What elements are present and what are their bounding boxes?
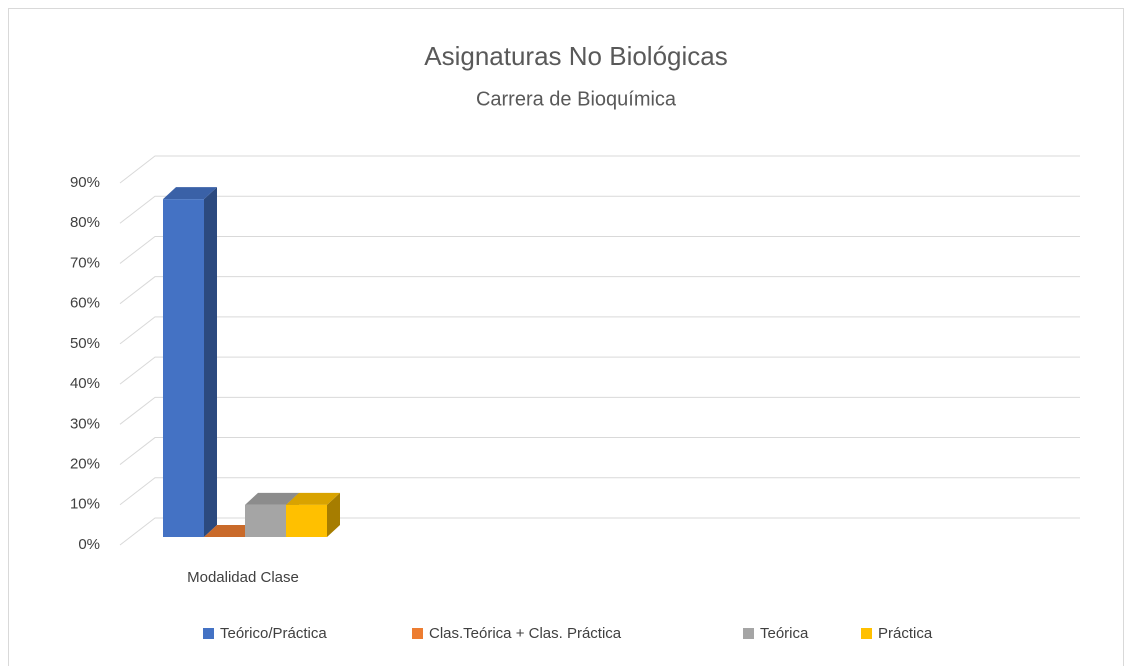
grid-line (119, 477, 1080, 506)
legend-swatch (861, 628, 872, 639)
chart-title: Asignaturas No Biológicas (424, 41, 728, 71)
grid-line (119, 235, 1080, 264)
bar (245, 504, 286, 537)
y-tick-label: 0% (78, 536, 100, 553)
y-tick-label: 10% (70, 496, 100, 513)
y-tick-label: 60% (70, 295, 100, 312)
legend-label: Teórica (760, 625, 809, 642)
grid-line (119, 276, 1080, 305)
y-tick-label: 40% (70, 375, 100, 392)
x-tick-label: Modalidad Clase (187, 569, 299, 586)
grid-line (119, 396, 1080, 425)
grid-line (119, 195, 1080, 224)
bar-top (286, 492, 340, 505)
y-tick-label: 90% (70, 174, 100, 191)
grid-line (119, 316, 1080, 345)
y-tick-label: 70% (70, 254, 100, 271)
bar-side (204, 187, 217, 537)
legend-swatch (203, 628, 214, 639)
grid-line (119, 356, 1080, 385)
legend-swatch (412, 628, 423, 639)
grid-line (119, 517, 1080, 546)
legend-label: Clas.Teórica + Clas. Práctica (429, 625, 622, 642)
y-tick-label: 80% (70, 214, 100, 231)
y-tick-label: 30% (70, 415, 100, 432)
grid-line (119, 437, 1080, 465)
bar (286, 504, 327, 537)
bar-top (245, 492, 299, 505)
bar-top (204, 525, 258, 537)
bar-side (327, 492, 340, 537)
legend-label: Teórico/Práctica (220, 625, 327, 642)
y-tick-label: 20% (70, 456, 100, 473)
grid-line (119, 155, 1080, 184)
bar (163, 199, 204, 537)
bar-top (163, 187, 217, 200)
legend-swatch (743, 628, 754, 639)
legend-label: Práctica (878, 625, 933, 642)
y-tick-label: 50% (70, 335, 100, 352)
chart-subtitle: Carrera de Bioquímica (476, 88, 677, 110)
